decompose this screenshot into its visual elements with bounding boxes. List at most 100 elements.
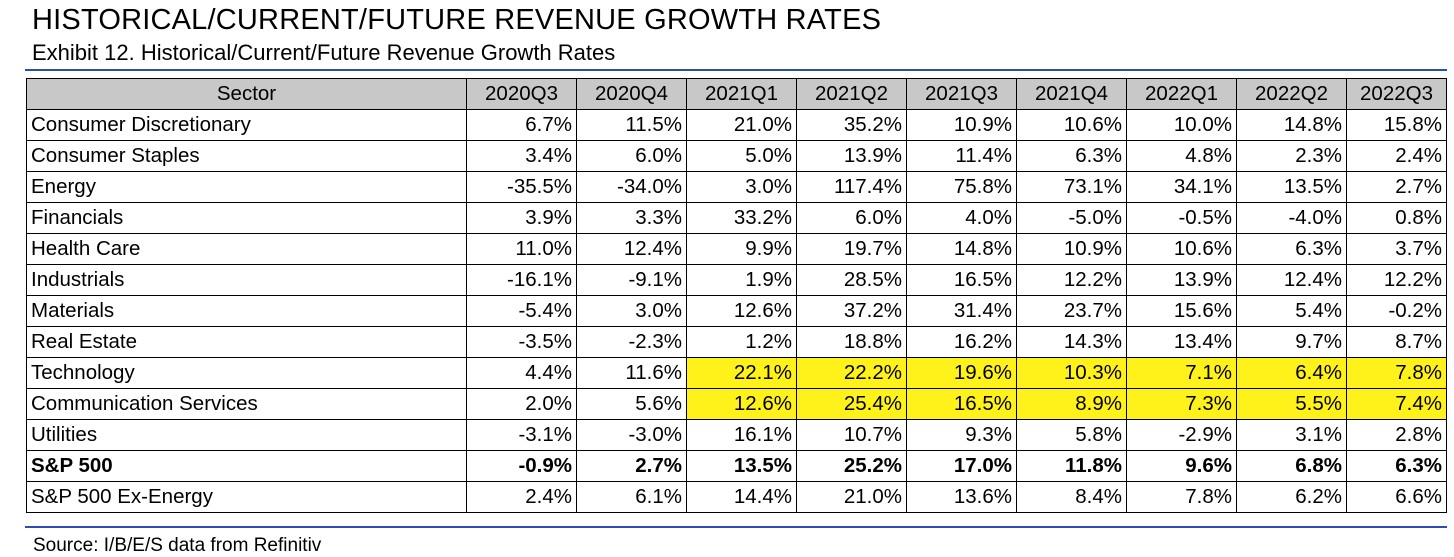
value-cell: 2.4% — [466, 481, 577, 513]
value-cell: 12.6% — [686, 295, 797, 327]
value-cell: 6.2% — [1236, 481, 1347, 513]
value-cell: 10.9% — [906, 109, 1017, 141]
value-cell: 13.9% — [796, 140, 907, 172]
value-cell: 19.7% — [796, 233, 907, 265]
value-cell: 6.3% — [1016, 140, 1127, 172]
value-cell: 13.5% — [1236, 171, 1347, 203]
value-cell: 25.4% — [796, 388, 907, 420]
table-row: Utilities -3.1% -3.0% 16.1% 10.7% 9.3% 5.8% -2.… — [26, 419, 1447, 451]
sector-cell: S&P 500 — [26, 450, 467, 482]
table-row: Industrials -16.1% -9.1% 1.9% 28.5% 16.5% 12.2… — [26, 264, 1447, 296]
value-cell: 5.0% — [686, 140, 797, 172]
value-cell: 13.9% — [1126, 264, 1237, 296]
value-cell: 11.5% — [576, 109, 687, 141]
value-cell: -2.9% — [1126, 419, 1237, 451]
value-cell: 37.2% — [796, 295, 907, 327]
value-cell: 2.8% — [1346, 419, 1447, 451]
value-cell: -4.0% — [1236, 202, 1347, 234]
value-cell: 16.5% — [906, 264, 1017, 296]
value-cell: -0.5% — [1126, 202, 1237, 234]
value-cell: -3.1% — [466, 419, 577, 451]
value-cell: 11.4% — [906, 140, 1017, 172]
value-cell: 3.0% — [686, 171, 797, 203]
value-cell: -9.1% — [576, 264, 687, 296]
column-header-sector: Sector — [26, 78, 467, 110]
value-cell: 9.3% — [906, 419, 1017, 451]
value-cell: 16.5% — [906, 388, 1017, 420]
value-cell: 5.6% — [576, 388, 687, 420]
value-cell: 6.3% — [1346, 450, 1447, 482]
value-cell: 3.9% — [466, 202, 577, 234]
value-cell: 8.9% — [1016, 388, 1127, 420]
value-cell: 7.3% — [1126, 388, 1237, 420]
value-cell: 73.1% — [1016, 171, 1127, 203]
value-cell: 7.8% — [1346, 357, 1447, 389]
sector-cell: Technology — [26, 357, 467, 389]
value-cell: 3.3% — [576, 202, 687, 234]
value-cell: 14.8% — [1236, 109, 1347, 141]
value-cell: 15.6% — [1126, 295, 1237, 327]
value-cell: 9.7% — [1236, 326, 1347, 358]
value-cell: 25.2% — [796, 450, 907, 482]
value-cell: 11.8% — [1016, 450, 1127, 482]
sector-cell: Industrials — [26, 264, 467, 296]
value-cell: 14.8% — [906, 233, 1017, 265]
value-cell: 18.8% — [796, 326, 907, 358]
value-cell: 75.8% — [906, 171, 1017, 203]
value-cell: 6.7% — [466, 109, 577, 141]
table-row: Financials 3.9% 3.3% 33.2% 6.0% 4.0% -5.0% -0.5… — [26, 202, 1447, 234]
table-row: Materials -5.4% 3.0% 12.6% 37.2% 31.4% 23.7% 15… — [26, 295, 1447, 327]
page-title: HISTORICAL/CURRENT/FUTURE REVENUE GROWTH… — [32, 4, 882, 36]
value-cell: 10.6% — [1016, 109, 1127, 141]
value-cell: 2.3% — [1236, 140, 1347, 172]
value-cell: -16.1% — [466, 264, 577, 296]
table-row: S&P 500 Ex-Energy 2.4% 6.1% 14.4% 21.0% 13.6%… — [26, 481, 1447, 513]
value-cell: -0.2% — [1346, 295, 1447, 327]
table-row: Real Estate -3.5% -2.3% 1.2% 18.8% 16.2% 14.3%… — [26, 326, 1447, 358]
value-cell: 21.0% — [686, 109, 797, 141]
sector-cell: Energy — [26, 171, 467, 203]
value-cell: 3.7% — [1346, 233, 1447, 265]
value-cell: 5.8% — [1016, 419, 1127, 451]
value-cell: 15.8% — [1346, 109, 1447, 141]
column-header-2021q1: 2021Q1 — [686, 78, 797, 110]
table-row: S&P 500 -0.9% 2.7% 13.5% 25.2% 17.0% 11.8% 9.6%… — [26, 450, 1447, 482]
column-header-2022q2: 2022Q2 — [1236, 78, 1347, 110]
value-cell: 35.2% — [796, 109, 907, 141]
sector-cell: Materials — [26, 295, 467, 327]
sector-cell: Real Estate — [26, 326, 467, 358]
value-cell: 33.2% — [686, 202, 797, 234]
value-cell: 9.6% — [1126, 450, 1237, 482]
table-row: Technology 4.4% 11.6% 22.1% 22.2% 19.6% 10.3% 7… — [26, 357, 1447, 389]
column-header-2020q4: 2020Q4 — [576, 78, 687, 110]
bottom-divider — [25, 526, 1447, 528]
value-cell: -3.5% — [466, 326, 577, 358]
value-cell: 19.6% — [906, 357, 1017, 389]
value-cell: 10.7% — [796, 419, 907, 451]
column-header-2021q4: 2021Q4 — [1016, 78, 1127, 110]
value-cell: 3.4% — [466, 140, 577, 172]
value-cell: 3.0% — [576, 295, 687, 327]
column-header-2022q3: 2022Q3 — [1346, 78, 1447, 110]
value-cell: 4.8% — [1126, 140, 1237, 172]
value-cell: 2.0% — [466, 388, 577, 420]
value-cell: 10.3% — [1016, 357, 1127, 389]
table-row: Communication Services 2.0% 5.6% 12.6% 25.4%… — [26, 388, 1447, 420]
value-cell: 13.6% — [906, 481, 1017, 513]
value-cell: 21.0% — [796, 481, 907, 513]
exhibit-subtitle: Exhibit 12. Historical/Current/Future Re… — [32, 40, 616, 65]
value-cell: -5.4% — [466, 295, 577, 327]
value-cell: 23.7% — [1016, 295, 1127, 327]
value-cell: -34.0% — [576, 171, 687, 203]
column-header-2021q2: 2021Q2 — [796, 78, 907, 110]
table-row: Health Care 11.0% 12.4% 9.9% 19.7% 14.8% 10.9%… — [26, 233, 1447, 265]
value-cell: 5.4% — [1236, 295, 1347, 327]
value-cell: 2.7% — [1346, 171, 1447, 203]
value-cell: 117.4% — [796, 171, 907, 203]
table-header-row: Sector 2020Q3 2020Q4 2021Q1 2021Q2 2021Q3 2021… — [26, 78, 1447, 110]
value-cell: 8.4% — [1016, 481, 1127, 513]
value-cell: 6.1% — [576, 481, 687, 513]
value-cell: 12.4% — [576, 233, 687, 265]
value-cell: 7.8% — [1126, 481, 1237, 513]
sector-cell: Financials — [26, 202, 467, 234]
